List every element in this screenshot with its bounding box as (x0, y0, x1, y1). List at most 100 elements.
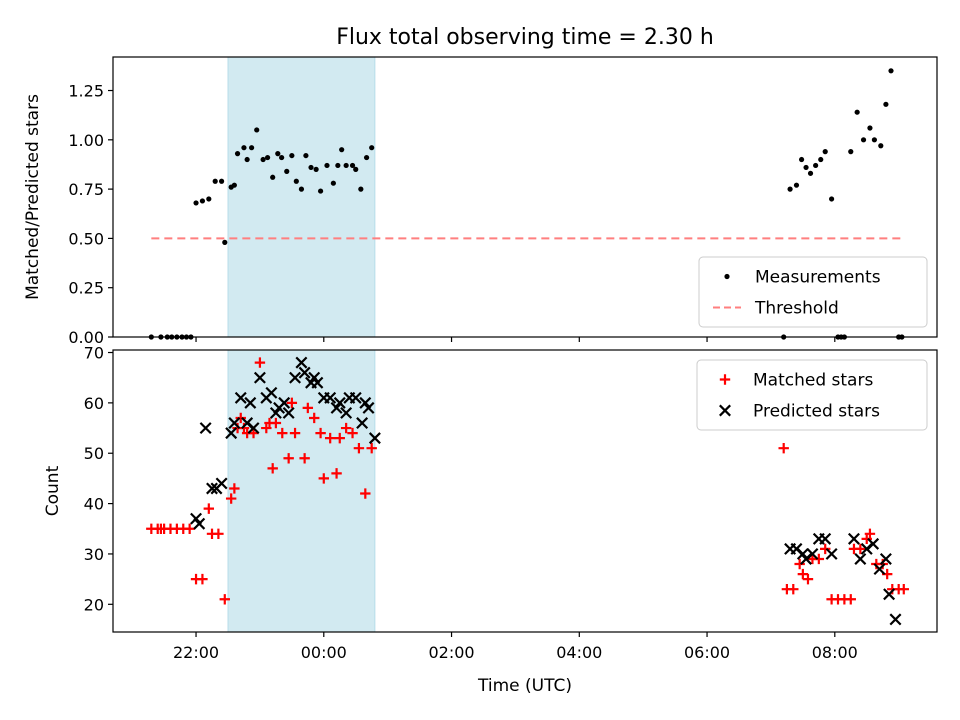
panel-count-frame (112, 349, 938, 633)
measurements-point (289, 152, 295, 159)
y-tick-label: 0.00 (68, 328, 104, 347)
measurements-point (335, 162, 341, 169)
matched-stars-point (347, 427, 358, 439)
matched-stars-point (864, 528, 876, 540)
x-tick-label: 08:00 (812, 643, 858, 662)
measurements-point (317, 188, 324, 194)
measurements-point (330, 180, 336, 186)
predicted-stars-point (193, 517, 206, 530)
measurements-point (829, 196, 835, 202)
predicted-stars-point (362, 401, 375, 414)
y-tick-label: 1.25 (68, 82, 104, 101)
legend-entry: Measurements (755, 268, 881, 288)
y-tick-label: 20 (84, 595, 104, 614)
measurements-point (807, 170, 814, 176)
matched-stars-point (309, 412, 320, 424)
measurements-point (798, 156, 805, 163)
measurements-point (822, 149, 828, 155)
ratio-x-ticks (195, 337, 836, 342)
predicted-stars-point (247, 422, 260, 435)
measurements-point (284, 168, 290, 174)
matched-stars-point (820, 543, 831, 555)
measurements-point (848, 149, 854, 155)
predicted-stars-point (854, 553, 867, 565)
measurements-point (818, 156, 824, 163)
matched-stars-point (302, 402, 314, 414)
measurements-point (231, 182, 237, 188)
matched-stars-point (334, 432, 345, 444)
measurements-point (339, 147, 345, 153)
y-tick-label: 0.25 (68, 279, 104, 298)
y-tick-label: 0.50 (68, 229, 104, 248)
measurements-point (275, 151, 281, 157)
series-matched-stars (146, 357, 909, 605)
y-tick-label: 70 (84, 344, 104, 363)
measurements-point (860, 137, 867, 143)
predicted-stars-point (289, 371, 302, 384)
matched-stars-point (855, 543, 866, 555)
predicted-stars-point (199, 422, 212, 435)
measurements-point (234, 151, 241, 157)
matched-stars-point (331, 468, 342, 479)
predicted-stars-point (253, 371, 266, 384)
y-tick-label: 40 (84, 495, 104, 514)
matched-stars-point (788, 583, 799, 595)
legend-box (696, 359, 928, 431)
count-y-ticks: 20 30 40 50 60 70 (84, 344, 113, 614)
measurements-point (193, 200, 199, 206)
matched-stars-point (286, 397, 298, 409)
measurements-point (793, 182, 800, 188)
predicted-stars-point (340, 406, 353, 419)
matched-stars-point (324, 432, 336, 444)
predicted-stars-point (873, 563, 886, 576)
measurements-point (878, 143, 884, 149)
legend-box (698, 256, 928, 328)
predicted-stars-point (206, 482, 218, 495)
predicted-stars-point (244, 396, 257, 409)
matched-stars-point (877, 558, 888, 570)
legend-entry: Threshold (754, 299, 839, 319)
matched-stars-point (184, 523, 195, 534)
matched-stars-point (225, 493, 237, 504)
measurements-point (254, 127, 260, 133)
legend-measurements-swatch (724, 273, 730, 280)
panel-ratio: 0.00 0.25 0.50 0.75 1.00 1.25 Matched/Predict… (23, 56, 938, 347)
observing-window-span (227, 56, 376, 338)
measurements-point (249, 145, 255, 151)
measurements-point (270, 174, 276, 180)
measurements-point (222, 239, 228, 245)
matched-stars-point (360, 488, 371, 499)
count-marks (146, 356, 909, 626)
measurements-point (298, 186, 305, 192)
predicted-stars-point (883, 588, 896, 601)
measurements-point (343, 162, 349, 169)
predicted-stars-point (825, 547, 838, 560)
matched-stars-point (794, 558, 805, 570)
measurements-point (358, 186, 364, 192)
matched-stars-point (289, 427, 301, 439)
predicted-stars-point (847, 532, 860, 545)
x-tick-label: 22:00 (173, 643, 219, 662)
matched-stars-point (267, 463, 278, 474)
y-tick-label: 60 (84, 394, 104, 413)
highlight-span-top (227, 56, 376, 338)
x-tick-label: 00:00 (301, 643, 347, 662)
matched-stars-point (366, 442, 377, 454)
matched-stars-point (340, 422, 352, 434)
predicted-stars-point (265, 386, 278, 399)
measurements-point (803, 164, 809, 171)
predicted-stars-point (889, 613, 902, 626)
matched-stars-point (898, 583, 909, 595)
measurements-point (279, 154, 285, 161)
measurements-point (363, 154, 370, 161)
measurements-point (244, 156, 250, 163)
measurements-point (867, 125, 873, 131)
measurements-point (308, 164, 314, 171)
predicted-stars-point (356, 417, 369, 429)
measurements-point (293, 178, 299, 184)
predicted-stars-point (806, 547, 819, 560)
matched-stars-point (277, 427, 288, 439)
matched-stars-point (299, 453, 310, 464)
legend-predicted-stars-swatch (719, 404, 731, 417)
